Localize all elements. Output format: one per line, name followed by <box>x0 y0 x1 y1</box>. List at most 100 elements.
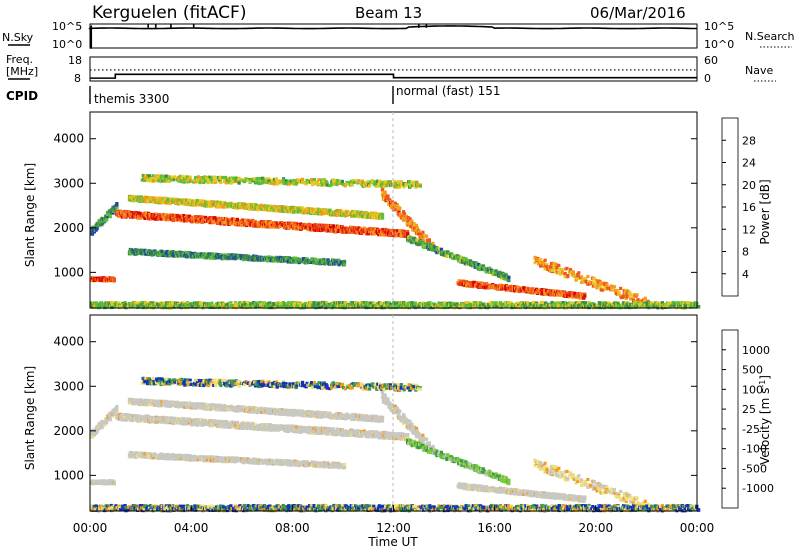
power-cell-123 <box>100 223 104 227</box>
freq-unit-label: [MHz] <box>6 65 38 78</box>
power-cell-4613 <box>140 301 144 305</box>
nave-label: Nave <box>745 64 773 77</box>
cpid-segment-0: themis 3300 <box>94 92 169 106</box>
power-cell-3293 <box>357 179 361 183</box>
power-cell-4431 <box>604 287 608 291</box>
power-cell-3067 <box>214 180 218 184</box>
power-cell-4931 <box>273 305 277 309</box>
power-cell-2959 <box>156 179 161 183</box>
power-cell-427 <box>178 215 182 219</box>
power-cell-1154 <box>364 228 368 232</box>
power-cell-4864 <box>242 300 247 305</box>
power-cell-1138 <box>359 231 364 235</box>
power-cell-4066 <box>522 289 526 293</box>
power-cell-3328 <box>378 179 382 183</box>
power-cell-4785 <box>207 302 211 306</box>
power-cell-651 <box>235 217 239 221</box>
power-cell-3141 <box>259 181 263 185</box>
power-cell-2240 <box>380 213 385 217</box>
power-cell-3146 <box>261 176 265 180</box>
power-cell-1001 <box>324 226 328 230</box>
power-cell-2991 <box>173 175 177 179</box>
power-cell-2475 <box>203 256 207 260</box>
cpid-row: CPID themis 3300 normal (fast) 151 <box>6 84 500 106</box>
nsky-tick-bottom-right: 10^0 <box>704 38 734 51</box>
power-cell-3468 <box>402 210 406 214</box>
power-cell-3900 <box>473 280 477 285</box>
power-cell-946 <box>311 223 316 227</box>
power-cell-1800 <box>258 206 262 210</box>
power-cell-3099 <box>232 176 236 180</box>
power-cell-3842 <box>457 279 461 283</box>
power-cell-1345 <box>132 199 136 203</box>
power-cell-3515 <box>417 229 421 233</box>
power-cell-1216 <box>379 230 384 234</box>
power-cell-2407 <box>181 251 185 255</box>
power-cell-3399 <box>417 184 421 188</box>
power-cell-2483 <box>205 254 210 259</box>
power-cell-3338 <box>382 185 386 189</box>
power-cell-2969 <box>161 178 165 182</box>
power-cell-4611 <box>139 303 143 307</box>
power-cell-3834 <box>507 279 511 283</box>
power-cell-4838 <box>232 305 236 309</box>
power-cell-4468 <box>628 291 632 295</box>
power-cell-3023 <box>194 176 198 180</box>
power-cell-3272 <box>337 179 341 183</box>
power-cell-2525 <box>219 253 223 257</box>
power-cell-3065 <box>212 180 216 184</box>
power-cell-4498 <box>90 305 95 309</box>
power-cell-516 <box>201 215 205 219</box>
power-cell-1796 <box>257 204 261 208</box>
power-cell-3501 <box>413 226 417 230</box>
nave-tick-top: 60 <box>704 54 718 67</box>
power-cell-3288 <box>352 179 356 183</box>
power-cell-4696 <box>171 303 175 308</box>
power-cell-3426 <box>388 198 392 202</box>
power-cell-4443 <box>613 288 617 292</box>
power-cell-670 <box>241 223 245 227</box>
power-cell-2812 <box>305 257 309 261</box>
power-cell-3068 <box>214 178 218 183</box>
power-cell-4859 <box>241 301 245 305</box>
power-cell-4880 <box>251 302 255 306</box>
power-cell-3289 <box>352 180 356 184</box>
power-cell-4338 <box>552 266 556 270</box>
power-cell-4328 <box>549 269 553 273</box>
power-cell-3590 <box>418 242 422 246</box>
power-cell-1883 <box>281 206 285 210</box>
nsky-series-line <box>88 24 697 49</box>
power-cell-4873 <box>246 301 250 305</box>
power-cell-3490 <box>409 224 413 229</box>
nsearch-label: N.Search <box>745 30 795 43</box>
power-cell-1063 <box>340 225 345 229</box>
power-cell-3475 <box>404 214 408 218</box>
power-cell-198 <box>119 213 123 217</box>
power-cell-1941 <box>297 209 301 213</box>
power-cell-4344 <box>554 268 558 272</box>
power-cell-1606 <box>203 202 207 206</box>
power-cell-4481 <box>636 298 640 302</box>
power-cell-4458 <box>622 289 626 293</box>
power-cell-1478 <box>168 201 172 206</box>
power-cell-344 <box>157 213 162 217</box>
power-cell-2303 <box>148 249 152 253</box>
power-cell-2956 <box>155 178 159 182</box>
power-cell-4651 <box>154 301 158 305</box>
power-cell-601 <box>223 221 227 225</box>
power-cell-3665 <box>445 254 449 258</box>
power-cell-3137 <box>257 176 261 181</box>
power-cell-3280 <box>346 182 350 186</box>
freq-panel: Freq. [MHz] 18 8 60 0 Nave <box>6 53 776 85</box>
power-cell-2358 <box>166 251 170 255</box>
power-cell-264 <box>137 211 141 215</box>
power-cell-1386 <box>144 200 148 204</box>
power-cell-3835 <box>507 275 511 279</box>
power-cell-3423 <box>386 195 390 199</box>
power-cell-2459 <box>196 255 201 259</box>
power-cell-4687 <box>168 302 172 306</box>
power-cell-493 <box>195 220 200 224</box>
power-cell-4878 <box>249 302 253 306</box>
power-cell-152 <box>108 215 112 219</box>
power-cell-4441 <box>611 288 615 292</box>
